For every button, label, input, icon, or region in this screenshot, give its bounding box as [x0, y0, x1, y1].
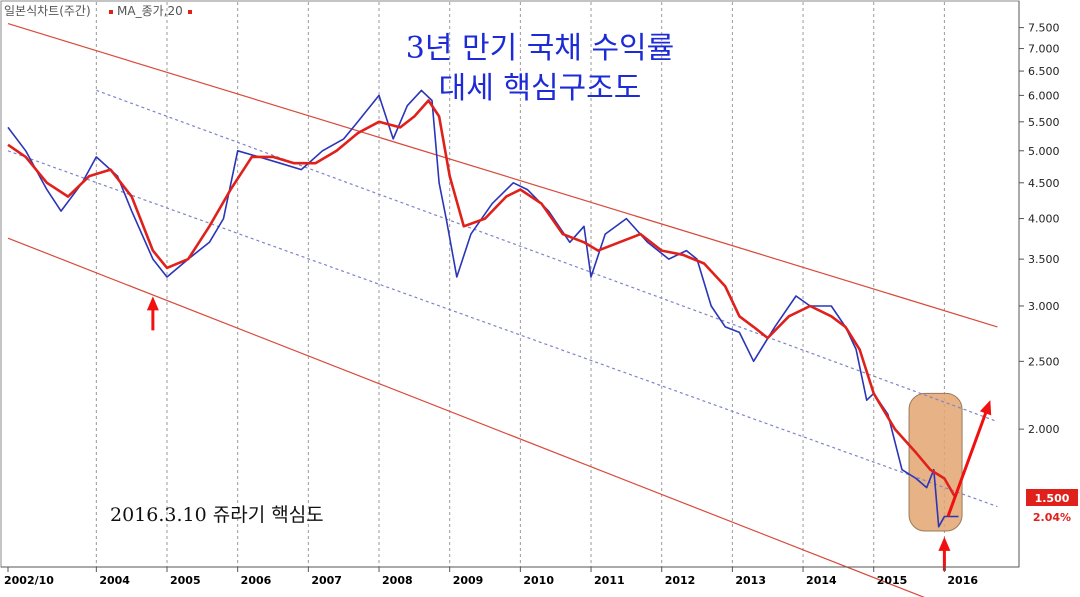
x-tick-label: 2010: [523, 574, 554, 587]
channel-line-solid: [7, 237, 925, 597]
legend-ma-swatch: [109, 10, 113, 14]
y-tick-label: 5.000: [1028, 145, 1060, 158]
y-tick-label: 6.500: [1028, 65, 1060, 78]
channel-lines: [7, 23, 998, 597]
x-tick-label: 2012: [665, 574, 696, 587]
y-tick-label: 7.500: [1028, 22, 1060, 35]
legend-chart-label: 일본식차트(주간): [4, 4, 91, 18]
x-tick-label: 2013: [735, 574, 766, 587]
channel-line-solid: [7, 23, 998, 328]
x-tick-label: 2014: [806, 574, 837, 587]
y-tick-label: 5.500: [1028, 116, 1060, 129]
y-tick-label: 6.000: [1028, 89, 1060, 102]
moving-average-line: [7, 99, 957, 498]
chart-subtitle: 대세 핵심구조도: [439, 71, 642, 106]
price-tag-value: 1.500: [1035, 492, 1070, 505]
series-layer: [7, 89, 959, 528]
x-tick-label: 2011: [594, 574, 625, 587]
channel-line-dotted: [7, 150, 998, 508]
price-line: [7, 89, 959, 528]
x-tick-label: 2015: [877, 574, 908, 587]
x-tick-label: 2007: [311, 574, 342, 587]
y-tick-label: 2.000: [1028, 423, 1060, 436]
x-tick-label: 2008: [382, 574, 413, 587]
plot-area: [0, 0, 1020, 568]
trend-arrow-shaft: [946, 409, 989, 518]
x-tick-label: 2002/10: [4, 574, 54, 587]
y-tick-label: 3.000: [1028, 300, 1060, 313]
x-tick-label: 2016: [947, 574, 978, 587]
chart-title: 3년 만기 국채 수익률: [406, 31, 675, 66]
change-percent: 2.04%: [1033, 511, 1071, 524]
y-tick-label: 4.500: [1028, 177, 1060, 190]
arrow-up-head: [146, 296, 159, 311]
x-tick-label: 2004: [99, 574, 130, 587]
y-axis-ticks: 7.500 7.000 6.500 6.000 5.500 5.000 4.500 4.000…: [1019, 22, 1060, 436]
y-tick-label: 4.000: [1028, 213, 1060, 226]
trend-arrow-head: [979, 400, 992, 416]
x-tick-label: 2005: [170, 574, 201, 587]
price-tag: [1026, 489, 1078, 506]
y-tick-label: 2.500: [1028, 355, 1060, 368]
x-tick-label: 2009: [453, 574, 484, 587]
y-tick-label: 3.500: [1028, 253, 1060, 266]
x-axis-ticks: 2002/10 2004 2005 2006 2007 2008 2009 2010 2011 2…: [4, 567, 978, 587]
highlight-box: [908, 392, 963, 532]
legend-end-swatch: [188, 10, 192, 14]
y-tick-label: 7.000: [1028, 43, 1060, 56]
arrow-layer: [146, 296, 992, 571]
x-tick-label: 2006: [241, 574, 272, 587]
channel-line-dotted: [96, 89, 998, 423]
legend-ma-label: MA_종가,20: [117, 4, 183, 18]
arrow-up-head: [938, 536, 951, 551]
legend: 일본식차트(주간) MA_종가,20: [4, 4, 192, 18]
annotation-note: 2016.3.10 쥬라기 핵심도: [110, 504, 324, 526]
highlight-layer: [908, 392, 963, 532]
